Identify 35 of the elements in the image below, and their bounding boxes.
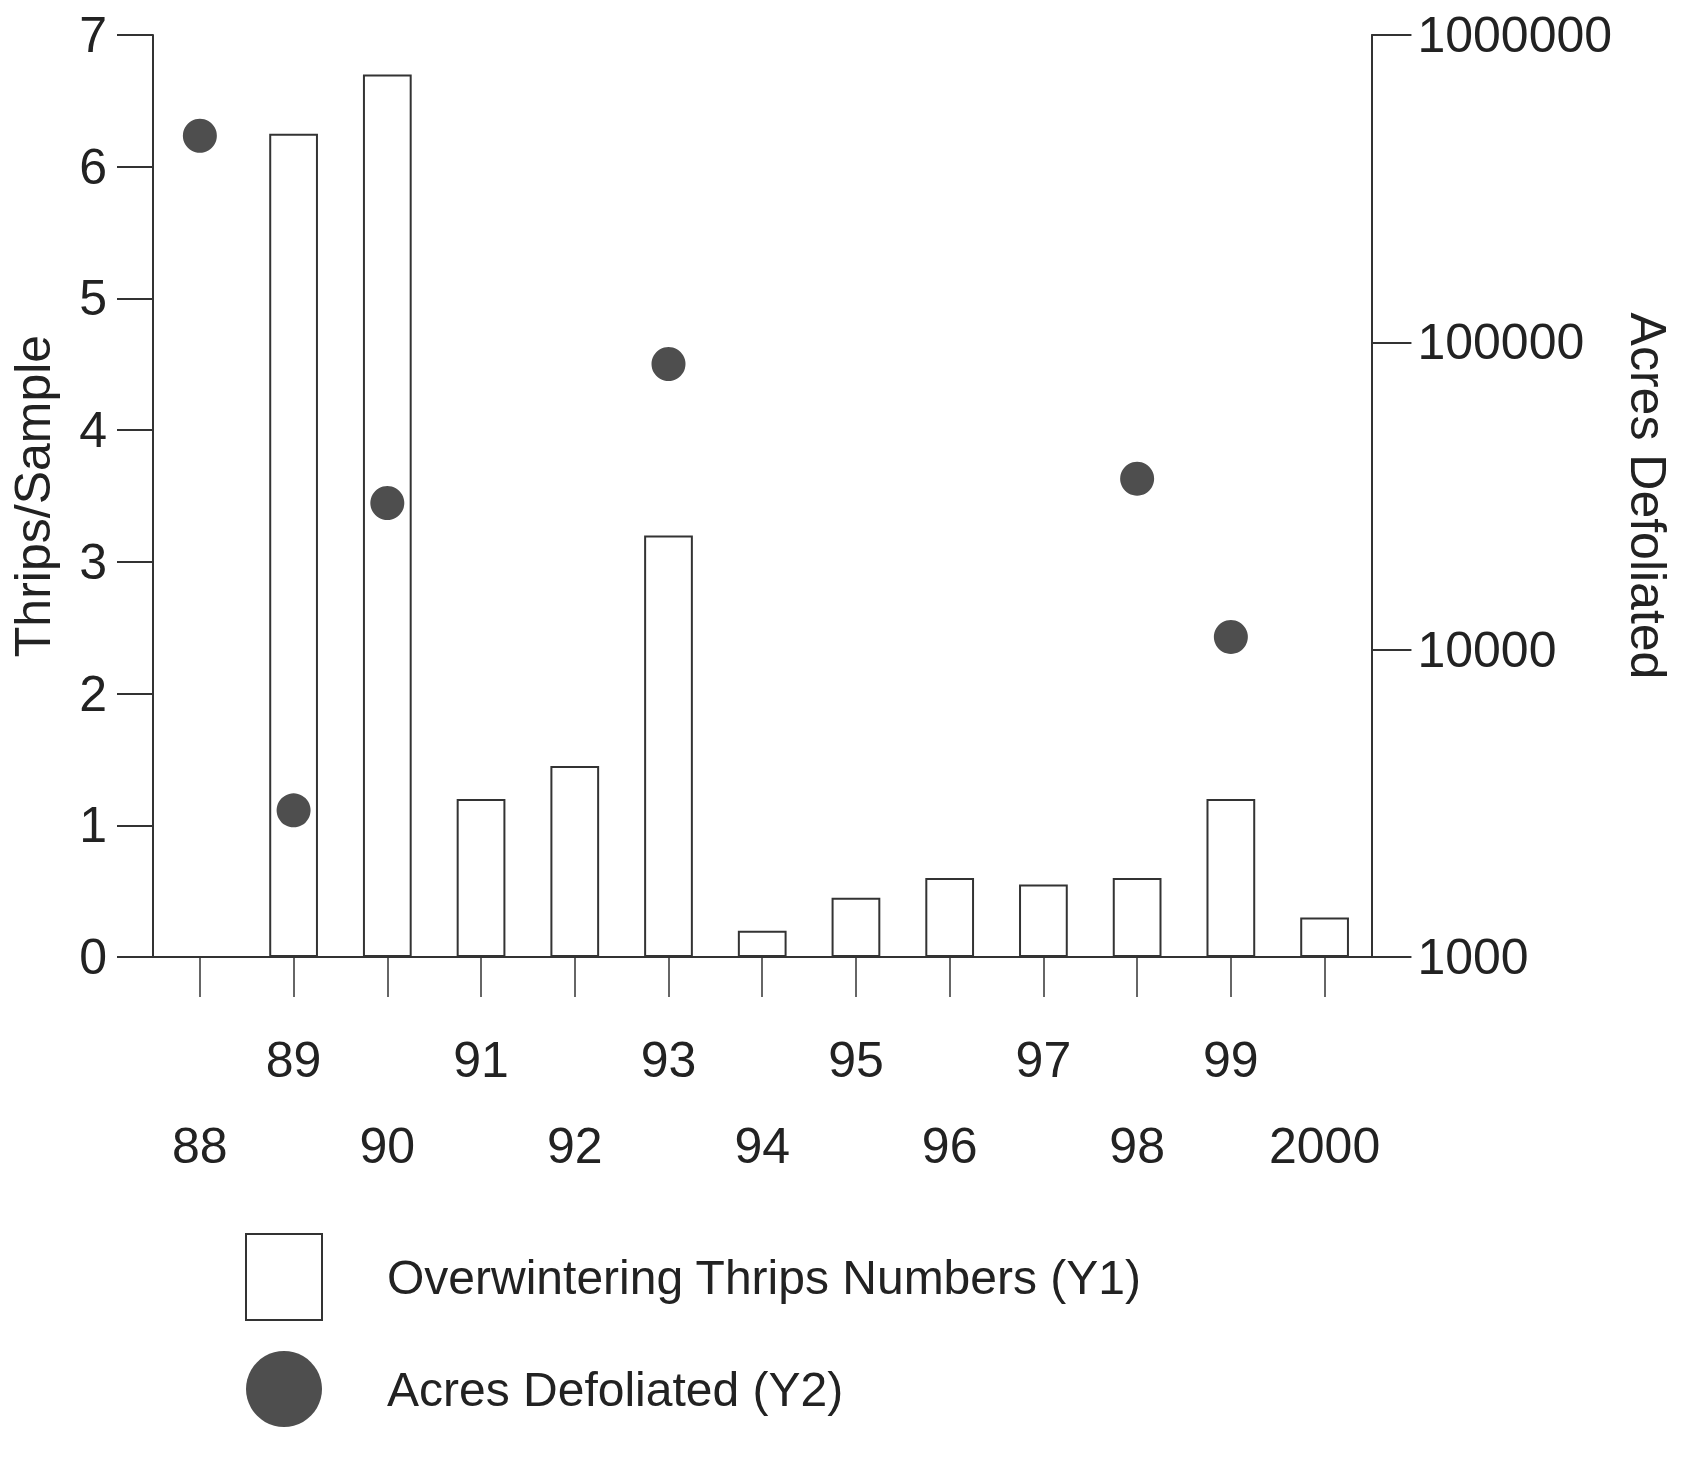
y-tick-label: 2 — [79, 665, 107, 722]
point — [1213, 619, 1248, 654]
y2-tick-label: 1000000 — [1417, 7, 1613, 63]
y2-tick-label: 100000 — [1417, 314, 1585, 371]
y-tick-label: 3 — [79, 533, 107, 590]
x-tick-label: 92 — [546, 1118, 603, 1174]
point — [182, 118, 217, 153]
point — [651, 347, 686, 382]
y-tick-label: 4 — [79, 402, 107, 459]
x-tick-label: 94 — [734, 1118, 791, 1174]
x-tick-label: 90 — [359, 1118, 416, 1174]
point — [276, 793, 311, 828]
point — [1120, 461, 1155, 496]
x-tick-label: 93 — [640, 1032, 697, 1088]
y2-tick-label: 10000 — [1417, 621, 1557, 678]
y-axis-title: Thrips/Sample — [5, 334, 61, 658]
x-tick-label: 96 — [921, 1118, 978, 1174]
y-tick-label: 5 — [79, 270, 107, 327]
y-tick-label: 1 — [79, 797, 107, 854]
x-tick-label: 98 — [1109, 1118, 1165, 1174]
x-tick-label: 89 — [265, 1032, 322, 1088]
point — [370, 486, 405, 521]
y-tick-label: 0 — [79, 929, 107, 985]
x-tick-label: 88 — [172, 1118, 228, 1174]
y2-axis-title: Acres Defoliated — [1620, 312, 1676, 680]
x-tick-label: 91 — [453, 1032, 509, 1088]
x-tick-label: 97 — [1015, 1032, 1072, 1088]
y2-tick-label: 1000 — [1417, 929, 1529, 985]
x-tick-label: 2000 — [1268, 1118, 1381, 1174]
legend-label: Acres Defoliated (Y2) — [387, 1362, 844, 1416]
y-tick-label: 7 — [79, 7, 107, 63]
x-tick-label: 99 — [1203, 1032, 1259, 1088]
legend-label: Overwintering Thrips Numbers (Y1) — [387, 1250, 1142, 1304]
x-tick-label: 95 — [828, 1032, 884, 1088]
y-tick-label: 6 — [79, 138, 107, 195]
